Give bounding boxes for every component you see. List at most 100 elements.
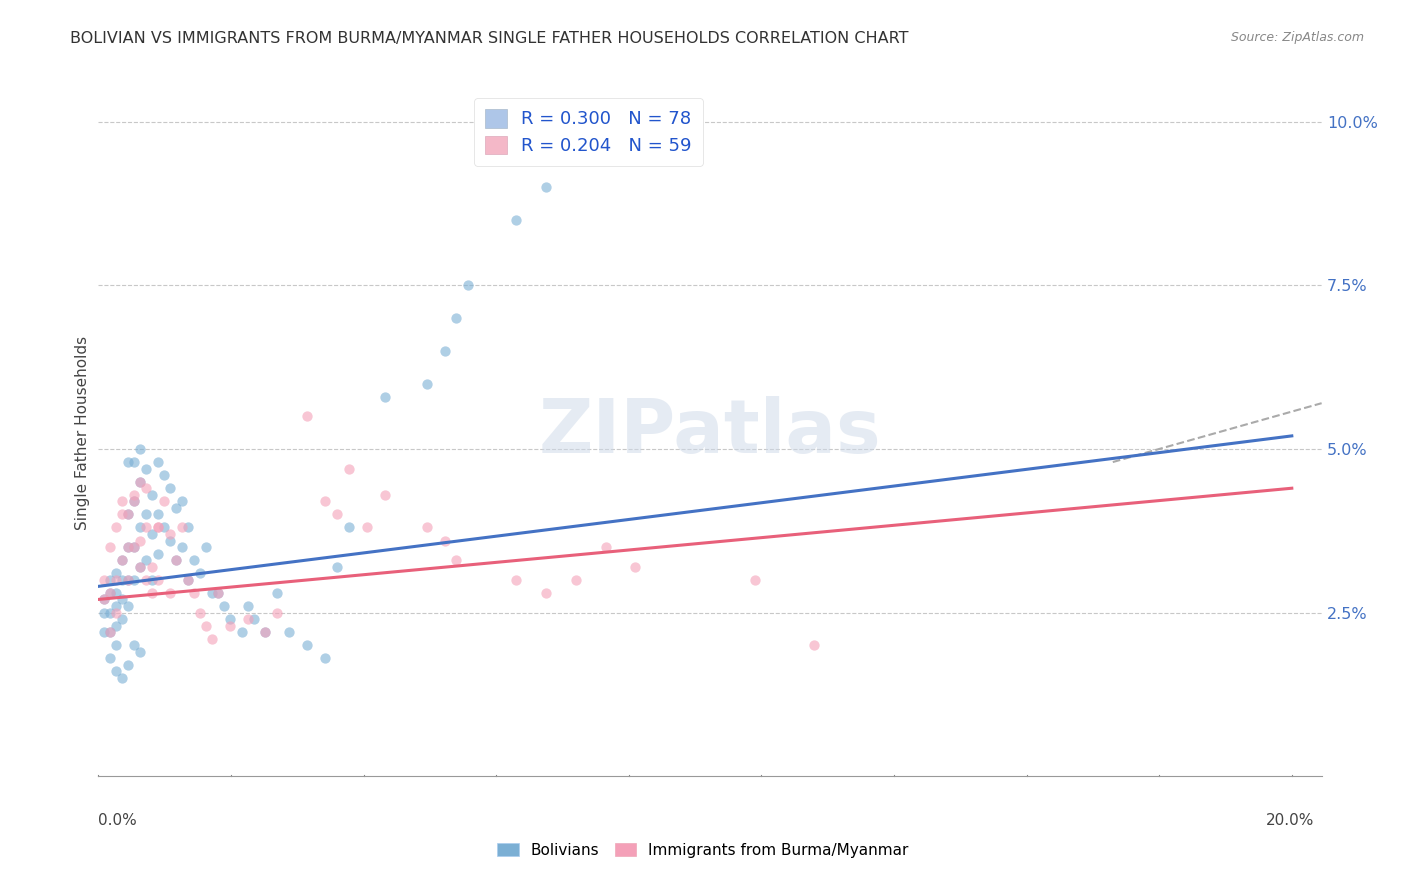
Point <box>129 442 152 456</box>
Point <box>111 592 134 607</box>
Point <box>135 508 157 522</box>
Point <box>105 520 128 534</box>
Point <box>165 553 187 567</box>
Point <box>595 540 617 554</box>
Point <box>624 559 647 574</box>
Point <box>93 573 115 587</box>
Point <box>446 311 468 326</box>
Point <box>98 573 121 587</box>
Point <box>177 520 200 534</box>
Point <box>236 612 259 626</box>
Point <box>93 592 115 607</box>
Text: ZIPatlas: ZIPatlas <box>538 396 882 469</box>
Point <box>141 527 163 541</box>
Point <box>236 599 259 613</box>
Point <box>105 566 128 581</box>
Point <box>146 520 169 534</box>
Point <box>457 278 479 293</box>
Point <box>297 638 319 652</box>
Point <box>111 553 134 567</box>
Point <box>534 180 557 194</box>
Point <box>122 488 145 502</box>
Point <box>111 508 134 522</box>
Point <box>146 455 169 469</box>
Point <box>146 547 169 561</box>
Point <box>129 475 152 489</box>
Point <box>374 390 396 404</box>
Point <box>135 520 157 534</box>
Point <box>505 573 527 587</box>
Point <box>141 488 163 502</box>
Point <box>129 533 152 548</box>
Point <box>218 612 240 626</box>
Point <box>188 606 211 620</box>
Point <box>98 540 121 554</box>
Point <box>105 599 128 613</box>
Point <box>122 540 145 554</box>
Point <box>415 376 437 391</box>
Point <box>122 455 145 469</box>
Point <box>188 566 211 581</box>
Point <box>141 586 163 600</box>
Point <box>212 599 235 613</box>
Point <box>153 494 176 508</box>
Point <box>326 508 349 522</box>
Point <box>135 481 157 495</box>
Point <box>146 573 169 587</box>
Point <box>297 409 319 424</box>
Point <box>146 508 169 522</box>
Point <box>744 573 766 587</box>
Point <box>98 586 121 600</box>
Point <box>159 527 181 541</box>
Point <box>565 573 588 587</box>
Point <box>105 638 128 652</box>
Point <box>135 461 157 475</box>
Point <box>266 606 288 620</box>
Point <box>135 573 157 587</box>
Point <box>117 508 139 522</box>
Point <box>254 625 277 640</box>
Point <box>146 520 169 534</box>
Point <box>98 586 121 600</box>
Point <box>117 573 139 587</box>
Point <box>105 573 128 587</box>
Point <box>218 618 240 632</box>
Point <box>117 599 139 613</box>
Point <box>165 553 187 567</box>
Point <box>183 553 205 567</box>
Point <box>111 612 134 626</box>
Point <box>141 573 163 587</box>
Point <box>129 520 152 534</box>
Point <box>153 520 176 534</box>
Point <box>122 494 145 508</box>
Point <box>194 618 217 632</box>
Point <box>201 586 224 600</box>
Point <box>122 540 145 554</box>
Point <box>314 494 336 508</box>
Text: 20.0%: 20.0% <box>1267 814 1315 828</box>
Legend: R = 0.300   N = 78, R = 0.204   N = 59: R = 0.300 N = 78, R = 0.204 N = 59 <box>474 98 703 166</box>
Point <box>111 671 134 685</box>
Point <box>117 508 139 522</box>
Point <box>105 665 128 679</box>
Point <box>98 625 121 640</box>
Point <box>98 625 121 640</box>
Point <box>534 586 557 600</box>
Point <box>117 540 139 554</box>
Point <box>194 540 217 554</box>
Point <box>122 494 145 508</box>
Point <box>98 651 121 665</box>
Point <box>177 573 200 587</box>
Point <box>356 520 378 534</box>
Point <box>111 553 134 567</box>
Point <box>278 625 301 640</box>
Point <box>129 559 152 574</box>
Point <box>207 586 229 600</box>
Point <box>117 657 139 672</box>
Point <box>153 468 176 483</box>
Point <box>129 645 152 659</box>
Text: 0.0%: 0.0% <box>98 814 138 828</box>
Point <box>117 455 139 469</box>
Text: BOLIVIAN VS IMMIGRANTS FROM BURMA/MYANMAR SINGLE FATHER HOUSEHOLDS CORRELATION C: BOLIVIAN VS IMMIGRANTS FROM BURMA/MYANMA… <box>70 31 908 46</box>
Point <box>129 559 152 574</box>
